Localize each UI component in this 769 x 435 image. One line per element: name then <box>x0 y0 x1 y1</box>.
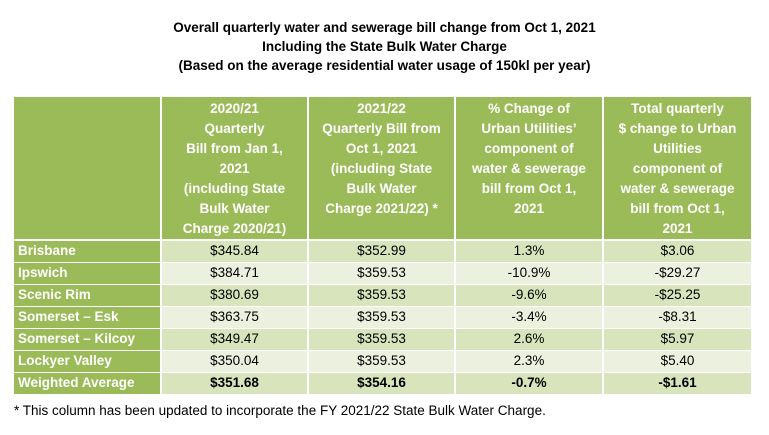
header-line: bill from Oct 1, <box>630 201 725 216</box>
region-cell: Somerset – Esk <box>14 306 162 329</box>
region-cell: Somerset – Kilcoy <box>14 328 162 351</box>
dollar-change-cell: -$25.25 <box>603 284 751 307</box>
header-line: 2021/22 <box>357 101 406 116</box>
header-line: component of <box>484 141 574 156</box>
title-line-3: (Based on the average residential water … <box>178 58 591 73</box>
table-row: Lockyer Valley $350.04 $359.53 2.3% $5.40 <box>14 350 751 373</box>
water-bill-table: 2020/21 Quarterly Bill from Jan 1, 2021 (inc… <box>14 97 751 395</box>
bill-2021-22-cell: $359.53 <box>308 306 456 329</box>
bill-2021-22-cell: $359.53 <box>308 284 456 307</box>
dollar-change-cell: $5.97 <box>603 328 751 351</box>
header-line: Bill from Jan 1, <box>186 141 283 156</box>
region-cell: Ipswich <box>14 262 162 285</box>
header-line: Bulk Water <box>346 181 417 196</box>
pct-change-cell: 2.6% <box>455 328 604 351</box>
bill-2020-21-cell: $350.04 <box>161 350 309 373</box>
region-cell: Scenic Rim <box>14 284 162 307</box>
table-row: Somerset – Kilcoy $349.47 $359.53 2.6% $5.97 <box>14 328 751 351</box>
header-line: component of <box>632 161 723 176</box>
bill-2020-21-cell: $345.84 <box>161 240 309 263</box>
pct-change-cell: -0.7% <box>455 372 604 395</box>
bill-2020-21-header: 2020/21 Quarterly Bill from Jan 1, 2021 (inc… <box>161 97 309 241</box>
table-row: Brisbane $345.84 $352.99 1.3% $3.06 <box>14 240 751 263</box>
header-line: water & sewerage <box>471 161 587 176</box>
header-line: (including State <box>330 161 433 176</box>
footnote: * This column has been updated to incorp… <box>14 403 546 418</box>
table-row: Ipswich $384.71 $359.53 -10.9% -$29.27 <box>14 262 751 285</box>
bill-2021-22-cell: $352.99 <box>308 240 456 263</box>
header-line: $ change to Urban <box>618 121 737 136</box>
pct-change-header: % Change of Urban Utilities’ component of w… <box>455 97 604 241</box>
pct-change-cell: 2.3% <box>455 350 604 373</box>
title-line-2: Including the State Bulk Water Charge <box>262 39 507 54</box>
bill-2021-22-cell: $359.53 <box>308 350 456 373</box>
dollar-change-cell: -$29.27 <box>603 262 751 285</box>
pct-change-cell: 1.3% <box>455 240 604 263</box>
header-row: 2020/21 Quarterly Bill from Jan 1, 2021 (inc… <box>14 97 751 241</box>
header-line: bill from Oct 1, <box>481 181 577 196</box>
region-cell: Lockyer Valley <box>14 350 162 373</box>
pct-change-cell: -3.4% <box>455 306 604 329</box>
weighted-average-row: Weighted Average $351.68 $354.16 -0.7% -$1.6… <box>14 372 751 395</box>
dollar-change-header: Total quarterly $ change to Urban Utilitie… <box>603 97 751 241</box>
header-line: Quarterly Bill from <box>322 121 441 136</box>
region-cell: Weighted Average <box>14 372 162 395</box>
header-line: Bulk Water <box>199 201 270 216</box>
header-line: Charge 2021/22) * <box>325 201 438 216</box>
pct-change-cell: -10.9% <box>455 262 604 285</box>
bill-2021-22-cell: $359.53 <box>308 328 456 351</box>
table-row: Somerset – Esk $363.75 $359.53 -3.4% -$8.31 <box>14 306 751 329</box>
header-line: Quarterly <box>204 121 265 136</box>
bill-2020-21-cell: $351.68 <box>161 372 309 395</box>
header-line: water & sewerage <box>620 181 735 196</box>
bill-2021-22-cell: $359.53 <box>308 262 456 285</box>
dollar-change-cell: -$1.61 <box>603 372 751 395</box>
bill-2020-21-cell: $380.69 <box>161 284 309 307</box>
pct-change-cell: -9.6% <box>455 284 604 307</box>
header-line: 2021 <box>662 221 693 236</box>
header-line: Oct 1, 2021 <box>345 141 418 156</box>
bill-2020-21-cell: $384.71 <box>161 262 309 285</box>
bill-2021-22-header: 2021/22 Quarterly Bill from Oct 1, 2021 (in… <box>308 97 456 241</box>
header-line: 2020/21 <box>210 101 259 116</box>
region-cell: Brisbane <box>14 240 162 263</box>
dollar-change-cell: $3.06 <box>603 240 751 263</box>
title-line-1: Overall quarterly water and sewerage bil… <box>173 20 596 35</box>
dollar-change-cell: $5.40 <box>603 350 751 373</box>
bill-2020-21-cell: $349.47 <box>161 328 309 351</box>
header-line: Total quarterly <box>631 101 724 116</box>
header-line: (including State <box>183 181 286 196</box>
region-column-header <box>14 97 162 241</box>
table-title: Overall quarterly water and sewerage bil… <box>0 18 769 75</box>
header-line: 2021 <box>513 201 545 216</box>
header-line: Utilities <box>653 141 702 156</box>
header-line: Charge 2020/21) <box>182 221 287 236</box>
dollar-change-cell: -$8.31 <box>603 306 751 329</box>
header-line: % Change of <box>488 101 570 116</box>
table-body: Brisbane $345.84 $352.99 1.3% $3.06 Ipswich $3… <box>14 240 751 395</box>
header-line: Urban Utilities’ <box>481 121 577 136</box>
table-row: Scenic Rim $380.69 $359.53 -9.6% -$25.25 <box>14 284 751 307</box>
bill-2020-21-cell: $363.75 <box>161 306 309 329</box>
bill-2021-22-cell: $354.16 <box>308 372 456 395</box>
header-line: 2021 <box>219 161 250 176</box>
